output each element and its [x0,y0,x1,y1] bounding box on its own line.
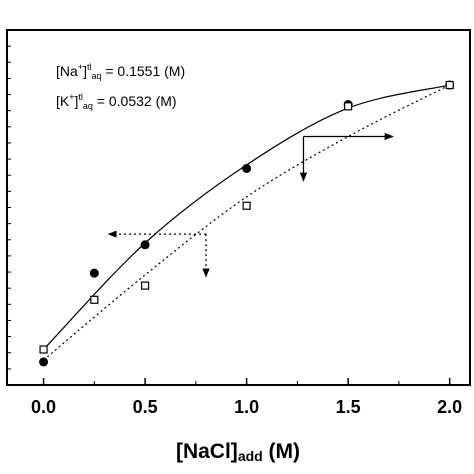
annotation-species: [Na [56,63,78,79]
dotted-fit-line [43,84,450,361]
open-square-point [445,80,454,90]
open-square-point [39,345,48,354]
annotation-subscript: aq [83,101,93,111]
fit-lines [43,84,450,361]
annotation-charge: + [69,92,74,102]
annotation-value: = 0.0532 (M) [93,93,177,109]
open-square-point [90,295,99,304]
annotation-value: = 0.1551 (M) [101,63,185,79]
x-tick-labels: 0.0 0.5 1.0 1.5 2.0 [31,397,462,417]
filled-circle-point [89,268,99,278]
x-tick-label: 1.5 [336,397,361,417]
y-axis-ticks [7,45,11,370]
annotation-subscript: aq [91,71,101,81]
x-tick-label: 0.0 [31,397,56,417]
open-square-point [140,281,150,290]
x-axis-title-sub: add [238,448,263,464]
solid-fit-line [43,84,450,350]
x-axis-ticks [42,378,451,385]
filled-circle-point [39,357,49,367]
annotation-charge: + [78,62,83,72]
guide-arrows [107,132,394,278]
filled-circle-point [140,240,150,250]
x-axis-title: [NaCl]add (M) [176,440,300,464]
x-tick-label: 2.0 [437,397,462,417]
x-axis-title-main: [NaCl] [176,440,238,463]
annotation-text: [Na+]tlaq = 0.1551 (M) [56,62,185,81]
open-square-point [344,102,353,111]
annotation-superscript: tl [78,92,83,102]
annotations: [Na+]tlaq = 0.1551 (M)[K+]tlaq = 0.0532 … [56,62,185,111]
x-tick-label: 1.0 [234,397,259,417]
annotation-species: [K [56,93,70,109]
x-axis-title-unit: (M) [263,440,300,463]
x-tick-label: 0.5 [133,397,158,417]
annotation-bracket: ] [75,93,79,109]
plot-frame [6,29,471,386]
filled-circle-point [242,163,252,173]
annotation-bracket: ] [83,63,87,79]
data-points [39,80,455,367]
annotation-superscript: tl [87,62,92,72]
annotation-text: [K+]tlaq = 0.0532 (M) [56,92,177,111]
open-square-point [242,201,251,210]
